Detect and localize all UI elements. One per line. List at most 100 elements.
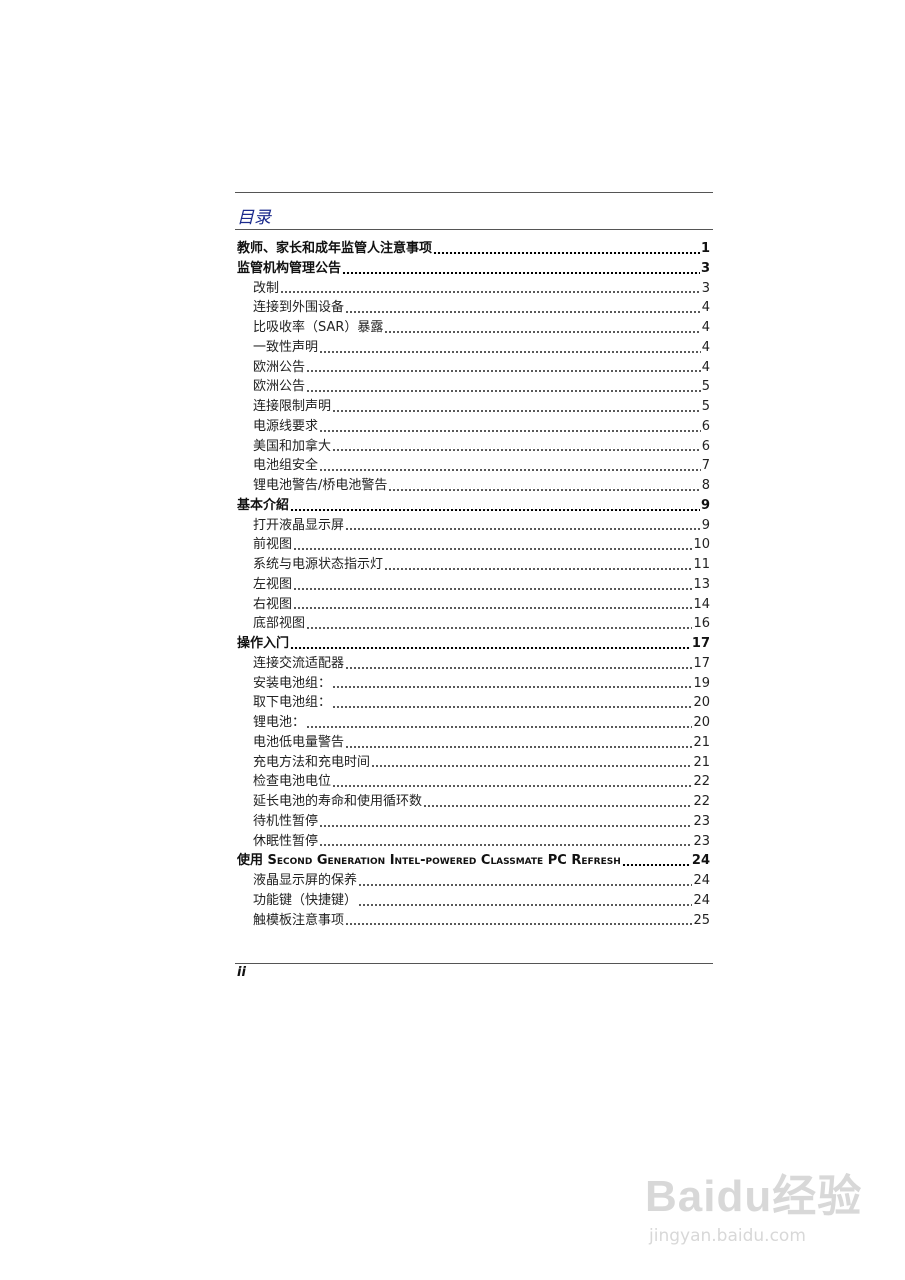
dot-leader bbox=[332, 785, 693, 787]
dot-leader bbox=[293, 548, 693, 550]
toc-entry-label: 连接限制声明 bbox=[253, 399, 332, 414]
toc-entry[interactable]: 基本介紹 9 bbox=[237, 496, 710, 516]
toc-entry-page: 21 bbox=[693, 734, 710, 750]
toc-entry[interactable]: 检查电池电位 22 bbox=[237, 772, 710, 792]
dot-leader bbox=[306, 390, 701, 392]
toc-entry[interactable]: 前视图 10 bbox=[237, 535, 710, 555]
dot-leader bbox=[319, 844, 693, 847]
toc-entry[interactable]: 右视图 14 bbox=[237, 595, 710, 615]
toc-entry-page: 10 bbox=[693, 537, 710, 553]
toc-entry[interactable]: 使用 Second Generation Intel-powered Class… bbox=[237, 851, 710, 871]
toc-entry-page: 3 bbox=[701, 280, 710, 296]
title-rule bbox=[235, 229, 713, 230]
toc-entry-page: 23 bbox=[693, 813, 710, 829]
toc-entry-page: 22 bbox=[693, 794, 710, 809]
toc-entry[interactable]: 延长电池的寿命和使用循环数 22 bbox=[237, 792, 710, 812]
dot-leader bbox=[293, 587, 693, 590]
toc-entry-label: 电源线要求 bbox=[253, 418, 319, 434]
toc-entry[interactable]: 改制 3 bbox=[237, 279, 710, 299]
toc-entry[interactable]: 美国和加拿大 6 bbox=[237, 437, 710, 457]
toc-entry[interactable]: 充电方法和充电时间 21 bbox=[237, 753, 710, 773]
toc-entry-label: 一致性声明 bbox=[253, 339, 319, 355]
toc-entry-label: 改制 bbox=[253, 280, 280, 296]
watermark-brand: Baidu经验 bbox=[645, 1172, 863, 1221]
toc-entry[interactable]: 监管机构管理公告 3 bbox=[237, 259, 710, 279]
toc-entry-label: 前视图 bbox=[253, 537, 293, 553]
toc-entry-page: 24 bbox=[691, 853, 710, 869]
dot-leader bbox=[345, 745, 693, 748]
toc-entry[interactable]: 液晶显示屏的保养 24 bbox=[237, 871, 710, 891]
toc-entry[interactable]: 电池低电量警告 21 bbox=[237, 733, 710, 753]
toc-entry-label: 功能键（快捷键） bbox=[253, 892, 358, 908]
toc-entry-page: 1 bbox=[700, 241, 710, 256]
dot-leader bbox=[371, 765, 693, 768]
dot-leader bbox=[332, 449, 701, 452]
dot-leader bbox=[423, 804, 693, 807]
dot-leader bbox=[319, 469, 701, 471]
footer-rule bbox=[235, 963, 713, 964]
toc-entry[interactable]: 取下电池组： 20 bbox=[237, 693, 710, 713]
dot-leader bbox=[293, 607, 693, 610]
dot-leader bbox=[332, 409, 701, 412]
toc-entry[interactable]: 教师、家长和成年监管人注意事项 1 bbox=[237, 239, 710, 259]
toc-entry[interactable]: 连接交流适配器 17 bbox=[237, 654, 710, 674]
toc-entry-page: 11 bbox=[693, 557, 710, 572]
baidu-watermark: Baidu经验 jingyan.baidu.com bbox=[645, 1160, 862, 1246]
toc-entry[interactable]: 欧洲公告 5 bbox=[237, 377, 710, 397]
dot-leader bbox=[319, 429, 701, 432]
dot-leader bbox=[384, 567, 693, 570]
toc-entry[interactable]: 连接限制声明 5 bbox=[237, 397, 710, 417]
dot-leader bbox=[345, 528, 701, 531]
toc-entry[interactable]: 触模板注意事项 25 bbox=[237, 911, 710, 931]
toc-entry[interactable]: 打开液晶显示屏 9 bbox=[237, 516, 710, 536]
toc-title: 目录 bbox=[237, 208, 271, 228]
toc-entry[interactable]: 左视图 13 bbox=[237, 575, 710, 595]
toc-entry[interactable]: 一致性声明 4 bbox=[237, 338, 710, 358]
toc-entry-label: 检查电池电位 bbox=[253, 774, 332, 790]
toc-entry-page: 14 bbox=[693, 596, 710, 612]
toc-entry-page: 22 bbox=[693, 774, 710, 790]
toc-entry[interactable]: 操作入门 17 bbox=[237, 634, 710, 654]
toc-entry[interactable]: 锂电池： 20 bbox=[237, 713, 710, 733]
toc-entry-label: 基本介紹 bbox=[237, 497, 290, 513]
toc-entry[interactable]: 电源线要求 6 bbox=[237, 417, 710, 437]
toc-entry[interactable]: 欧洲公告 4 bbox=[237, 358, 710, 378]
toc-entry-label: 连接交流适配器 bbox=[253, 655, 345, 671]
toc-entry[interactable]: 电池组安全 7 bbox=[237, 456, 710, 476]
toc-entry-label: 美国和加拿大 bbox=[253, 438, 332, 454]
toc-entry[interactable]: 功能键（快捷键） 24 bbox=[237, 891, 710, 911]
toc-entry-label: 连接到外围设备 bbox=[253, 300, 345, 316]
toc-entry-label: 系统与电源状态指示灯 bbox=[253, 557, 384, 572]
dot-leader bbox=[306, 627, 693, 629]
toc-entry-page: 3 bbox=[700, 260, 710, 276]
toc-entry[interactable]: 比吸收率（SAR）暴露 4 bbox=[237, 318, 710, 338]
toc-entry[interactable]: 连接到外围设备 4 bbox=[237, 298, 710, 318]
dot-leader bbox=[332, 706, 693, 708]
dot-leader bbox=[290, 508, 700, 511]
toc-entry-page: 9 bbox=[700, 497, 710, 513]
toc-entry-page: 4 bbox=[701, 339, 710, 355]
top-rule bbox=[235, 192, 713, 193]
toc-entry[interactable]: 底部视图 16 bbox=[237, 614, 710, 634]
dot-leader bbox=[319, 350, 701, 353]
toc-entry-page: 9 bbox=[701, 517, 710, 533]
toc-entry[interactable]: 锂电池警告/桥电池警告 8 bbox=[237, 476, 710, 496]
toc-entry-label: 安装电池组： bbox=[253, 675, 332, 691]
dot-leader bbox=[388, 488, 701, 491]
toc-entry-label: 取下电池组： bbox=[253, 695, 332, 711]
toc-entry[interactable]: 待机性暂停 23 bbox=[237, 812, 710, 832]
toc-entry-page: 4 bbox=[701, 359, 710, 375]
toc-entry-page: 5 bbox=[701, 399, 710, 414]
toc-entry-label: 触模板注意事项 bbox=[253, 912, 345, 928]
toc-entry[interactable]: 休眠性暂停 23 bbox=[237, 832, 710, 852]
toc-entry-page: 8 bbox=[701, 478, 710, 493]
toc-entry-label: 液晶显示屏的保养 bbox=[253, 873, 358, 888]
dot-leader bbox=[345, 923, 693, 926]
toc-entry-page: 20 bbox=[693, 715, 710, 730]
toc-entry-label: 休眠性暂停 bbox=[253, 833, 319, 849]
toc-entry[interactable]: 安装电池组： 19 bbox=[237, 674, 710, 694]
toc-entry-label: 电池低电量警告 bbox=[253, 734, 345, 750]
toc-entry[interactable]: 系统与电源状态指示灯 11 bbox=[237, 555, 710, 575]
toc-entry-page: 4 bbox=[701, 320, 710, 335]
toc-entry-label: 监管机构管理公告 bbox=[237, 260, 342, 276]
